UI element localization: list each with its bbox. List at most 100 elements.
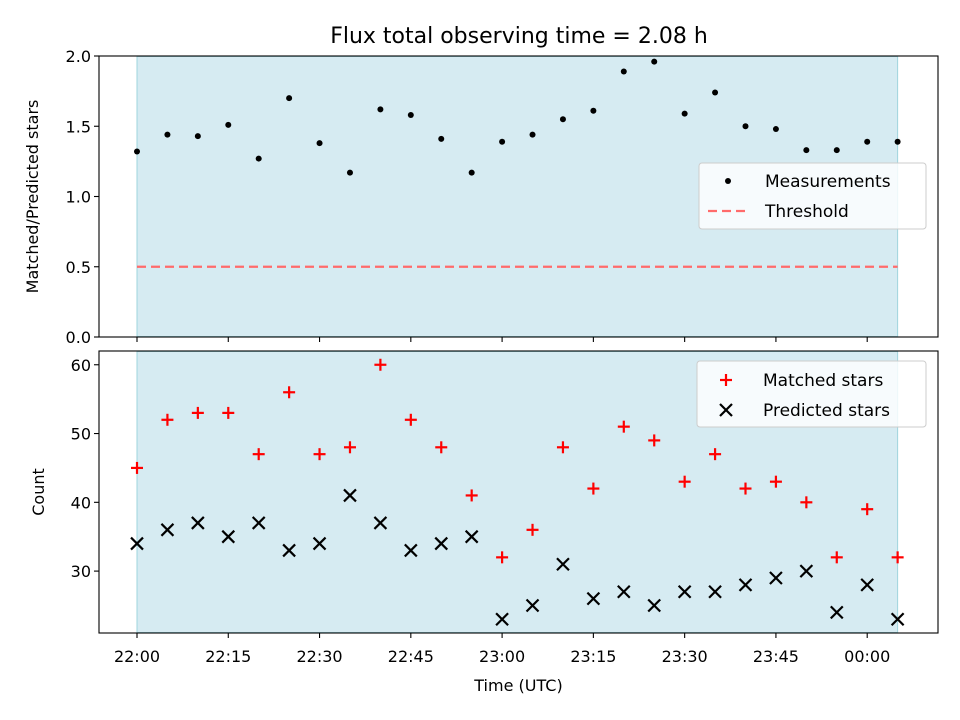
ratio-y-tick-label: 1.0	[66, 188, 91, 207]
ratio-panel: 0.00.51.01.52.0 Matched/Predicted stars …	[23, 47, 939, 347]
predicted-star-point	[464, 529, 479, 544]
legend-matched-label: Matched stars	[763, 371, 883, 391]
predicted-star-point	[160, 523, 175, 537]
matched-star-point	[800, 496, 813, 509]
matched-star-point	[556, 441, 569, 454]
legend-measurements-label: Measurements	[765, 172, 891, 192]
matched-star-point	[587, 482, 600, 495]
matched-star-point	[526, 523, 539, 536]
predicted-stars-points	[130, 488, 905, 627]
ratio-legend-box	[698, 162, 927, 230]
count-y-tick-label: 50	[71, 425, 91, 444]
ratio-y-tick-label: 1.5	[66, 117, 91, 136]
measurement-points	[134, 58, 901, 176]
predicted-star-point	[373, 516, 388, 530]
matched-star-point	[465, 489, 478, 502]
measurement-point	[559, 116, 566, 123]
predicted-star-point	[556, 557, 570, 571]
count-y-label: Count	[29, 468, 48, 516]
matched-star-point	[678, 475, 691, 488]
measurement-point	[438, 135, 445, 142]
measurement-point	[651, 58, 658, 65]
matched-star-point	[252, 448, 265, 461]
predicted-star-point	[191, 516, 205, 530]
measurement-point	[681, 110, 688, 117]
measurement-point	[134, 148, 140, 155]
measurement-point	[803, 147, 810, 154]
predicted-star-point	[860, 578, 874, 592]
x-tick-label: 00:00	[844, 647, 890, 666]
measurement-point	[286, 95, 293, 102]
predicted-star-point	[251, 516, 266, 530]
legend-threshold-label: Threshold	[764, 202, 849, 222]
count-legend: Matched stars Predicted stars	[696, 360, 927, 428]
matched-star-point	[648, 434, 661, 447]
count-y-tick-label: 30	[71, 562, 91, 581]
predicted-star-point	[738, 578, 753, 592]
x-tick-label: 23:00	[479, 647, 525, 666]
legend-predicted-marker	[719, 403, 733, 417]
measurement-point	[712, 89, 719, 96]
measurement-point	[194, 133, 201, 140]
predicted-star-point	[343, 488, 357, 503]
x-tick-label: 23:30	[662, 647, 708, 666]
count-y-tick-label: 40	[71, 493, 91, 512]
measurement-point	[499, 138, 506, 145]
count-legend-box	[696, 360, 927, 428]
count-x-ticks: 22:00 22:15 22:30 22:45 23:00 23:15 23:30 23:45…	[114, 633, 890, 666]
predicted-star-point	[434, 536, 449, 551]
ratio-y-tick-label: 0.0	[66, 328, 91, 347]
matched-star-point	[313, 448, 326, 461]
count-y-ticks: 30 40 50 60	[71, 356, 99, 581]
predicted-star-point	[677, 584, 692, 599]
matched-star-point	[191, 406, 204, 419]
measurement-point	[164, 131, 171, 138]
predicted-star-point	[708, 584, 722, 599]
matched-star-point	[617, 420, 630, 433]
predicted-star-point	[647, 598, 662, 613]
ratio-y-label: Matched/Predicted stars	[23, 100, 42, 294]
predicted-star-point	[404, 543, 418, 558]
ratio-x-ticks	[136, 337, 868, 342]
ratio-y-ticks: 0.0 0.5 1.0 1.5 2.0	[66, 47, 99, 347]
matched-star-point	[891, 551, 904, 564]
predicted-star-point	[130, 536, 144, 551]
measurement-point	[468, 169, 475, 176]
measurement-point	[316, 140, 323, 147]
matched-stars-points	[131, 358, 904, 564]
predicted-star-point	[525, 598, 540, 613]
measurement-point	[590, 107, 597, 114]
legend-predicted-label: Predicted stars	[763, 401, 890, 421]
x-axis-label: Time (UTC)	[473, 676, 562, 695]
predicted-star-point	[312, 536, 327, 551]
predicted-star-point	[799, 564, 814, 578]
measurement-point	[620, 68, 627, 75]
matched-star-point	[283, 386, 296, 399]
matched-star-point	[861, 503, 874, 516]
x-tick-label: 23:45	[753, 647, 799, 666]
predicted-star-point	[890, 612, 905, 627]
measurement-point	[255, 155, 262, 162]
measurement-point	[894, 138, 901, 145]
matched-star-point	[830, 551, 843, 564]
measurement-point	[833, 147, 840, 154]
ratio-y-tick-label: 0.5	[66, 258, 91, 277]
predicted-star-point	[586, 591, 601, 606]
matched-star-point	[739, 482, 752, 495]
predicted-star-point	[769, 571, 783, 585]
ratio-frame	[98, 55, 939, 338]
matched-star-point	[435, 441, 448, 454]
ratio-y-tick-label: 2.0	[66, 47, 91, 66]
matched-star-point	[709, 448, 722, 461]
measurement-point	[529, 131, 536, 138]
x-tick-label: 22:00	[114, 647, 160, 666]
x-tick-label: 23:15	[570, 647, 616, 666]
predicted-star-point	[495, 612, 509, 627]
legend-measurements-marker	[725, 178, 731, 184]
matched-star-point	[343, 441, 356, 454]
measurement-point	[407, 112, 414, 119]
legend-matched-marker	[720, 374, 732, 386]
measurement-point	[346, 169, 353, 176]
